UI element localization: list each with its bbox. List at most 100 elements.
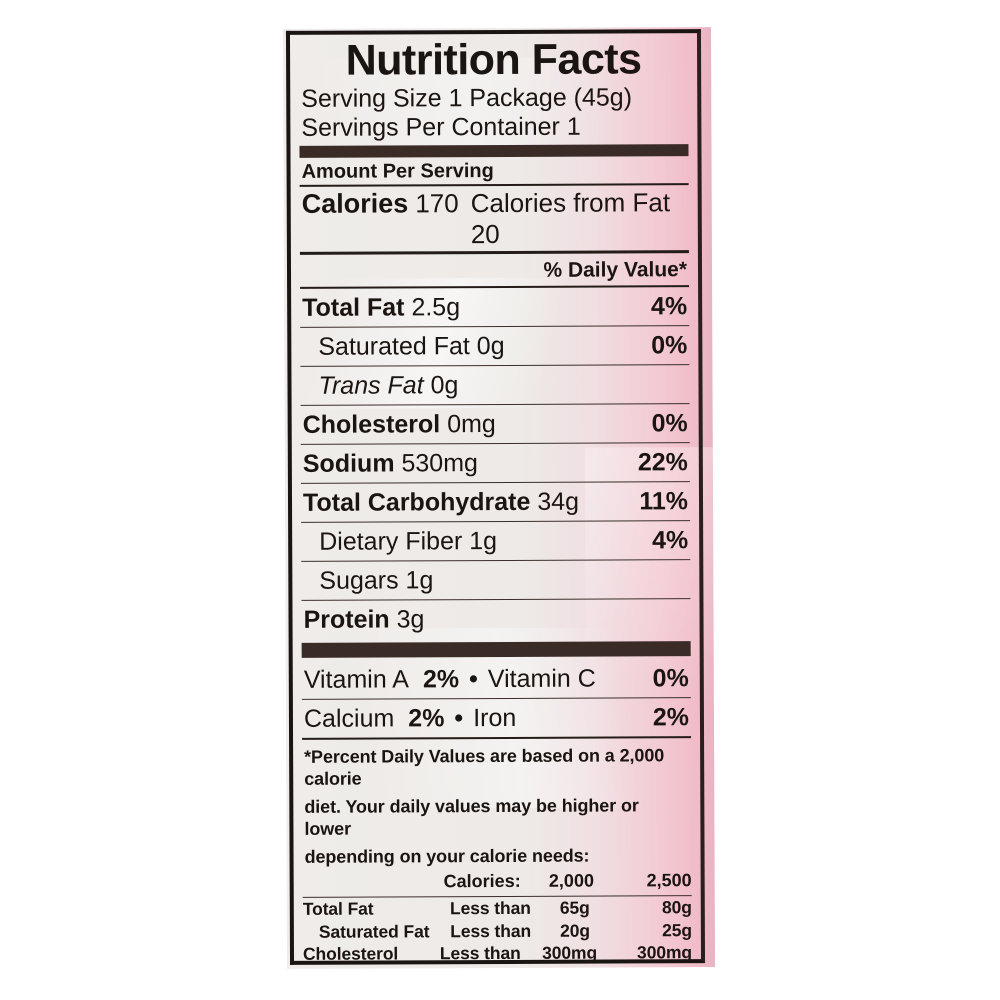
nutrient-daily-value: 4%: [651, 526, 689, 555]
calories-label: Calories: [301, 188, 409, 219]
vitamin-left-value: 2%: [422, 665, 460, 694]
nutrient-row: Total Carbohydrate 34g 11%: [301, 482, 690, 522]
reference-row-qualifier: Less than: [434, 964, 532, 968]
thick-divider-vitamins: [301, 641, 691, 658]
nutrient-amount: 530mg: [394, 449, 478, 478]
nutrient-rows: Total Fat 2.5g 4% Saturated Fat 0g 0% Trans …: [300, 287, 691, 639]
reference-row-value-2500: 25g: [661, 919, 692, 940]
vitamin-row: Calcium 2% • Iron 2%: [302, 698, 691, 738]
nutrient-amount: 3g: [389, 605, 425, 634]
amount-per-serving-label: Amount Per Serving: [301, 160, 494, 183]
nutrient-name: Sugars: [319, 566, 399, 595]
label-title: Nutrition Facts: [345, 35, 642, 85]
nutrient-name-amount: Dietary Fiber 1g: [319, 525, 497, 558]
reference-table-row: Cholesterol Less than 300mg 300mg: [303, 941, 692, 965]
reference-row-name: Cholesterol: [302, 943, 399, 964]
nutrient-amount: 34g: [530, 487, 580, 516]
vitamin-left-name: Calcium: [303, 704, 395, 733]
reference-header-calories: Calories:: [443, 870, 521, 892]
nutrient-row: Sugars 1g: [301, 560, 690, 600]
nutrient-name-amount: Total Fat 2.5g: [302, 291, 460, 324]
nutrient-amount: 0g: [469, 331, 505, 361]
vitamin-right-value: 0%: [652, 664, 689, 693]
reference-row-qualifier: Less than: [449, 897, 531, 919]
nutrient-row: Cholesterol 0mg 0%: [301, 404, 690, 444]
nutrient-row: Saturated Fat 0g 0%: [300, 326, 689, 366]
nutrient-daily-value: 0%: [651, 331, 688, 360]
nutrient-row: Sodium 530mg 22%: [301, 443, 690, 483]
reference-row-qualifier: Less than: [450, 920, 532, 941]
bullet-separator-icon: •: [469, 665, 478, 694]
thick-divider-top: [299, 144, 689, 158]
footnote-line-1: *Percent Daily Values are based on a 2,0…: [304, 745, 665, 789]
nutrient-daily-value: 4%: [650, 292, 688, 321]
nutrient-name-amount: Sodium 530mg: [303, 447, 478, 480]
reference-row-value-2000: 65g: [559, 897, 590, 918]
vitamin-right-name: Iron: [473, 703, 517, 733]
divider: [299, 183, 689, 187]
reference-header-2500: 2,500: [646, 870, 692, 891]
reference-row-name: Sodium: [303, 965, 434, 969]
reference-row-value-2000: 20g: [560, 920, 590, 941]
nutrient-name: Sodium: [302, 449, 395, 478]
footnote-line-2: diet. Your daily values may be higher or…: [304, 795, 639, 839]
calories-value: 170: [415, 188, 459, 219]
nutrient-name: Total Fat: [302, 293, 405, 322]
nutrient-amount: 1g: [398, 566, 434, 595]
nutrient-daily-value: 0%: [651, 409, 688, 438]
nutrient-amount: 0mg: [440, 410, 496, 439]
reference-table-rows: Total Fat Less than 65g 80g Saturated Fat Les…: [303, 896, 693, 969]
reference-row-value-2000: 2,400mg: [532, 964, 623, 969]
nutrient-name: Dietary Fiber: [319, 527, 463, 556]
nutrient-name-amount: Total Carbohydrate 34g: [303, 486, 579, 519]
nutrient-row: Dietary Fiber 1g 4%: [301, 521, 690, 561]
divider: [302, 736, 692, 740]
nutrient-name-amount: Sugars 1g: [319, 564, 433, 596]
reference-table-header: Calories: 2,000 2,500: [303, 869, 692, 893]
reference-row-qualifier: Less than: [439, 942, 521, 964]
calories-from-fat: Calories from Fat 20: [470, 187, 671, 250]
reference-table-row: Saturated Fat Less than 20g 25g: [303, 919, 692, 943]
nutrition-facts-label: Nutrition Facts Serving Size 1 Package (…: [285, 29, 706, 969]
bullet-separator-icon: •: [454, 704, 464, 733]
nutrient-name: Trans Fat: [318, 371, 424, 400]
nutrient-name-amount: Cholesterol 0mg: [303, 408, 496, 441]
nutrient-amount: 0g: [423, 371, 459, 400]
reference-row-value-2000: 300mg: [542, 942, 598, 963]
vitamin-row: Vitamin A 2% • Vitamin C 0%: [302, 659, 691, 699]
calories-row: Calories 170 Calories from Fat 20: [302, 187, 689, 251]
daily-value-header: % Daily Value*: [543, 258, 688, 282]
nutrient-name: Saturated Fat: [318, 332, 470, 361]
reference-row-value-2500: 2,400mg: [623, 964, 692, 969]
package-photo-panel: Nutrition Facts Serving Size 1 Package (…: [282, 27, 716, 969]
vitamin-right-name: Vitamin C: [487, 664, 596, 694]
vitamin-right-value: 2%: [652, 703, 690, 732]
nutrient-row: Protein 3g: [301, 599, 690, 639]
vitamin-left-value: 2%: [408, 704, 445, 733]
footnote-line-3: depending on your calorie needs:: [304, 845, 590, 867]
nutrient-name-amount: Trans Fat 0g: [318, 369, 458, 402]
nutrient-daily-value: 11%: [639, 487, 689, 516]
reference-table-row: Total Fat Less than 65g 80g: [303, 896, 692, 920]
nutrient-name: Protein: [303, 605, 390, 634]
servings-per-container-text: Servings Per Container 1: [301, 112, 581, 142]
divider: [299, 250, 689, 255]
nutrient-name: Cholesterol: [302, 410, 441, 439]
nutrient-name-amount: Protein 3g: [303, 603, 424, 636]
nutrient-name-amount: Saturated Fat 0g: [318, 330, 504, 363]
nutrient-name: Total Carbohydrate: [302, 487, 531, 517]
reference-row-value-2500: 80g: [661, 897, 692, 918]
vitamin-left-name: Vitamin A: [303, 665, 410, 694]
nutrient-amount: 2.5g: [404, 293, 461, 322]
nutrient-daily-value: 22%: [637, 448, 688, 477]
vitamin-rows: Vitamin A 2% • Vitamin C 0% Calcium 2% • Iron 2%: [301, 659, 691, 738]
reference-row-name: Total Fat: [302, 898, 374, 919]
nutrient-row: Total Fat 2.5g 4%: [300, 287, 689, 327]
reference-row-value-2500: 300mg: [636, 942, 693, 963]
reference-header-2000: 2,000: [548, 870, 594, 891]
serving-size-text: Serving Size 1 Package (45g): [301, 83, 633, 113]
reference-row-name: Saturated Fat: [318, 920, 430, 942]
nutrient-amount: 1g: [462, 527, 498, 556]
